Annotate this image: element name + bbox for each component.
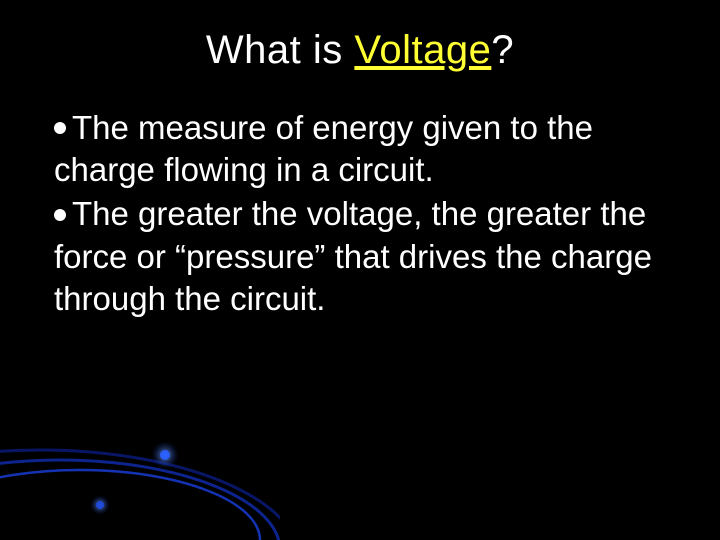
decorative-orbit-icon bbox=[0, 340, 280, 540]
bullet-icon bbox=[54, 209, 66, 221]
bullet-item: The measure of energy given to the charg… bbox=[54, 107, 666, 191]
bullet-icon bbox=[54, 122, 66, 134]
bullet-text: The measure of energy given to the charg… bbox=[54, 109, 593, 188]
bullet-text: The greater the voltage, the greater the… bbox=[54, 195, 652, 316]
slide-body: The measure of energy given to the charg… bbox=[46, 107, 674, 320]
slide-title: What is Voltage? bbox=[46, 28, 674, 73]
slide: What is Voltage? The measure of energy g… bbox=[0, 0, 720, 540]
title-prefix: What is bbox=[206, 28, 354, 72]
title-suffix: ? bbox=[491, 28, 514, 72]
title-highlight: Voltage bbox=[354, 28, 491, 72]
bullet-item: The greater the voltage, the greater the… bbox=[54, 193, 666, 320]
